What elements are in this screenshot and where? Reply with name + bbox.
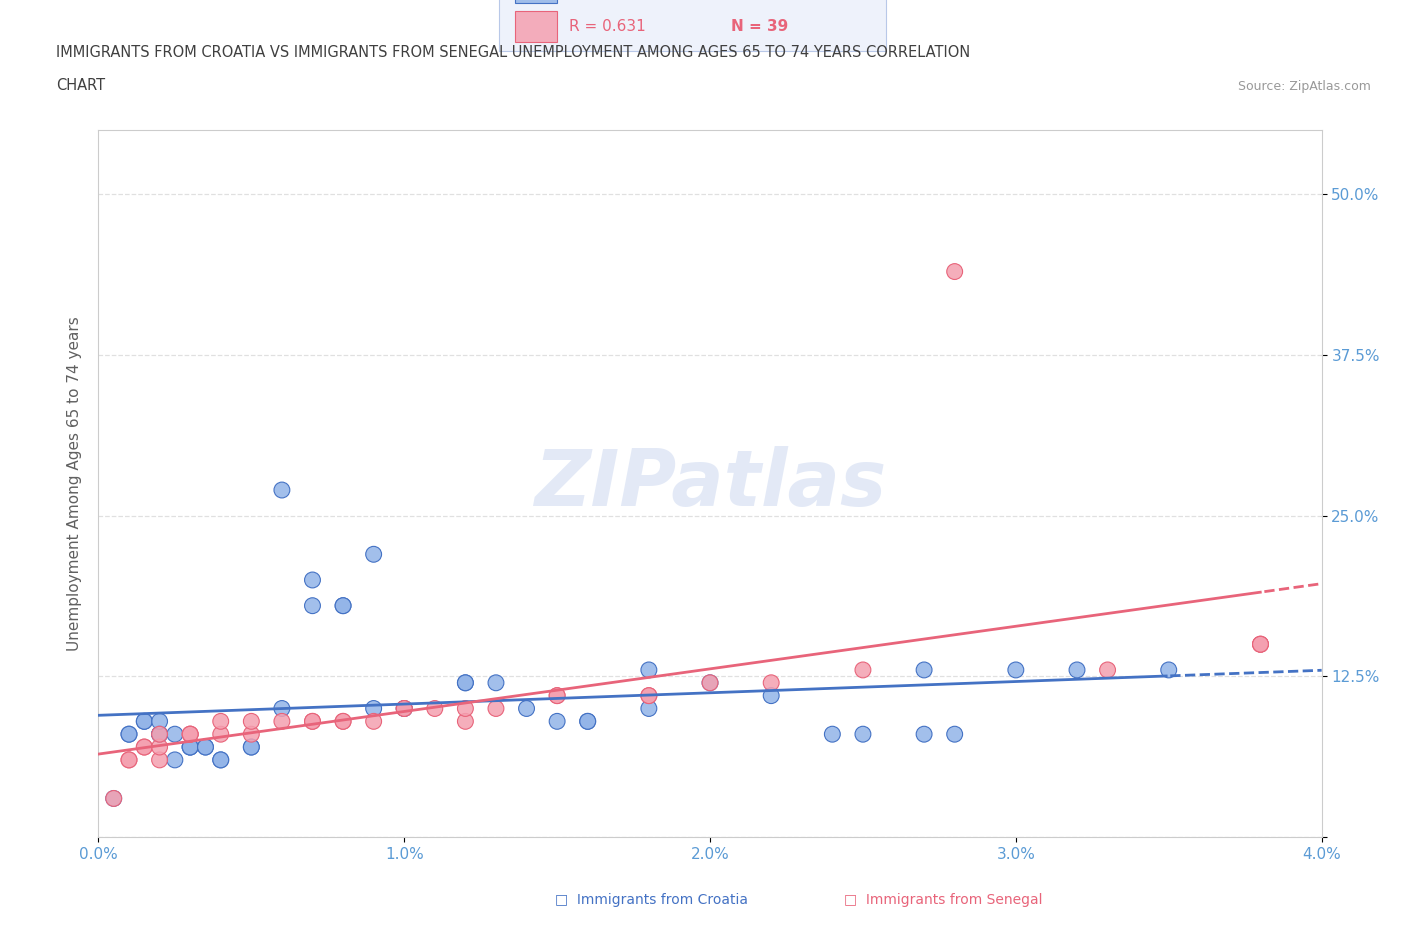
Point	[301, 714, 323, 729]
Point	[332, 598, 354, 613]
Point	[270, 701, 294, 716]
Point	[270, 483, 294, 498]
Text: R = 0.631: R = 0.631	[568, 19, 645, 33]
Point	[485, 675, 508, 690]
Point	[163, 726, 186, 741]
Point	[332, 598, 354, 613]
Point	[852, 662, 875, 677]
Point	[240, 739, 263, 754]
Point	[852, 726, 875, 741]
Point	[149, 739, 172, 754]
Point	[516, 701, 538, 716]
Point	[149, 726, 172, 741]
Text: N = 39: N = 39	[731, 19, 789, 33]
Point	[699, 675, 721, 690]
Point	[179, 739, 201, 754]
Point	[179, 726, 201, 741]
Point	[134, 739, 156, 754]
Point	[363, 714, 385, 729]
Point	[240, 714, 263, 729]
Text: ZIPatlas: ZIPatlas	[534, 445, 886, 522]
Point	[637, 688, 661, 703]
Point	[1097, 662, 1119, 677]
Point	[103, 791, 125, 806]
Point	[118, 726, 141, 741]
Point	[454, 675, 477, 690]
Point	[149, 752, 172, 767]
Text: Source: ZipAtlas.com: Source: ZipAtlas.com	[1237, 80, 1371, 93]
Text: □  Immigrants from Croatia: □ Immigrants from Croatia	[555, 893, 748, 907]
Point	[392, 701, 416, 716]
Point	[301, 598, 323, 613]
Point	[546, 688, 568, 703]
Point	[423, 701, 446, 716]
FancyBboxPatch shape	[515, 0, 557, 3]
Point	[637, 662, 661, 677]
Point	[821, 726, 844, 741]
Point	[1157, 662, 1180, 677]
Point	[134, 714, 156, 729]
Point	[179, 726, 201, 741]
Point	[943, 726, 966, 741]
Point	[118, 726, 141, 741]
Point	[943, 264, 966, 279]
Point	[454, 675, 477, 690]
Point	[240, 726, 263, 741]
Point	[759, 688, 782, 703]
Point	[163, 752, 186, 767]
Point	[209, 714, 232, 729]
Point	[576, 714, 599, 729]
Point	[759, 675, 782, 690]
Point	[699, 675, 721, 690]
Point	[194, 739, 217, 754]
Point	[209, 752, 232, 767]
Point	[576, 714, 599, 729]
Point	[301, 573, 323, 588]
Point	[1249, 637, 1271, 652]
Point	[485, 701, 508, 716]
Point	[332, 714, 354, 729]
Point	[454, 714, 477, 729]
Point	[179, 726, 201, 741]
Point	[1249, 637, 1271, 652]
Point	[392, 701, 416, 716]
Point	[392, 701, 416, 716]
Point	[103, 791, 125, 806]
Text: □  Immigrants from Senegal: □ Immigrants from Senegal	[844, 893, 1042, 907]
Point	[149, 726, 172, 741]
Point	[454, 701, 477, 716]
Point	[363, 701, 385, 716]
Point	[149, 726, 172, 741]
Point	[118, 752, 141, 767]
Text: IMMIGRANTS FROM CROATIA VS IMMIGRANTS FROM SENEGAL UNEMPLOYMENT AMONG AGES 65 TO: IMMIGRANTS FROM CROATIA VS IMMIGRANTS FR…	[56, 46, 970, 60]
Point	[240, 739, 263, 754]
Point	[149, 714, 172, 729]
Point	[546, 714, 568, 729]
Point	[301, 714, 323, 729]
Point	[637, 701, 661, 716]
Point	[134, 739, 156, 754]
Point	[392, 701, 416, 716]
Point	[912, 726, 935, 741]
Point	[179, 739, 201, 754]
Y-axis label: Unemployment Among Ages 65 to 74 years: Unemployment Among Ages 65 to 74 years	[66, 316, 82, 651]
Point	[179, 739, 201, 754]
Point	[637, 688, 661, 703]
FancyBboxPatch shape	[515, 11, 557, 43]
Point	[134, 714, 156, 729]
Point	[270, 714, 294, 729]
Point	[1249, 637, 1271, 652]
Point	[546, 688, 568, 703]
Point	[1066, 662, 1088, 677]
Text: CHART: CHART	[56, 78, 105, 93]
Point	[149, 726, 172, 741]
Point	[912, 662, 935, 677]
Point	[209, 726, 232, 741]
Point	[363, 547, 385, 562]
Point	[194, 739, 217, 754]
Point	[118, 752, 141, 767]
Point	[209, 752, 232, 767]
Point	[1004, 662, 1026, 677]
Point	[332, 714, 354, 729]
